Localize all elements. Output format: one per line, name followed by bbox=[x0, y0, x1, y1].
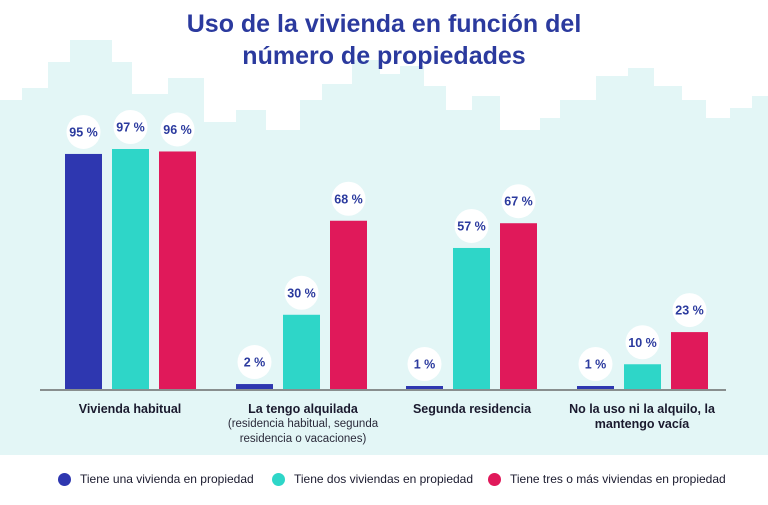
value-label-bubble bbox=[454, 208, 489, 243]
legend-swatch-series-2 bbox=[272, 472, 285, 486]
bar-series-1-category-3 bbox=[406, 386, 443, 389]
value-label-bubble bbox=[625, 325, 660, 360]
category-label-sub: (residencia habitual, segunda residencia… bbox=[227, 418, 379, 445]
value-label-bubble bbox=[160, 112, 195, 147]
legend-item-series-1: Tiene una vivienda en propiedad bbox=[58, 468, 254, 490]
category-label-2: La tengo alquilada (residencia habitual, … bbox=[208, 402, 398, 447]
value-label: 1 % bbox=[414, 358, 436, 372]
bar-series-1-category-2 bbox=[236, 384, 273, 389]
category-label-4: No la uso ni la alquilo, la mantengo vac… bbox=[567, 402, 717, 432]
value-label: 68 % bbox=[334, 192, 363, 206]
legend-swatch-series-3 bbox=[488, 472, 501, 486]
value-label-bubble bbox=[501, 184, 536, 219]
legend-item-series-2: Tiene dos viviendas en propiedad bbox=[272, 468, 473, 490]
value-label-bubble bbox=[407, 347, 442, 381]
category-label-main: No la uso ni la alquilo, la mantengo vac… bbox=[569, 402, 715, 431]
bar-series-2-category-4 bbox=[624, 364, 661, 389]
value-label: 97 % bbox=[116, 121, 145, 135]
value-label: 30 % bbox=[287, 286, 316, 300]
category-label-main: La tengo alquilada bbox=[248, 402, 358, 416]
chart-title: Uso de la vivienda en función del número… bbox=[0, 8, 768, 72]
value-label: 67 % bbox=[504, 195, 533, 209]
chart-title-line-1: Uso de la vivienda en función del bbox=[186, 10, 582, 38]
legend: Tiene una vivienda en propiedad Tiene do… bbox=[0, 468, 768, 498]
bar-series-1-category-4 bbox=[577, 386, 614, 389]
bar-series-1-category-1 bbox=[65, 153, 102, 389]
value-label: 95 % bbox=[69, 125, 98, 139]
bar-series-2-category-1 bbox=[112, 149, 149, 389]
value-label-bubble bbox=[578, 347, 613, 381]
value-label-bubble bbox=[113, 110, 148, 144]
value-label-bubble bbox=[66, 114, 101, 149]
legend-item-series-3: Tiene tres o más viviendas en propiedad bbox=[488, 468, 726, 490]
bar-series-2-category-2 bbox=[283, 314, 320, 389]
category-label-3: Segunda residencia bbox=[372, 402, 572, 417]
category-label-1: Vivienda habitual bbox=[30, 402, 230, 417]
legend-label-series-1: Tiene una vivienda en propiedad bbox=[80, 472, 254, 486]
value-label: 10 % bbox=[628, 336, 657, 350]
legend-label-series-2: Tiene dos viviendas en propiedad bbox=[294, 472, 474, 486]
value-label-bubble bbox=[672, 293, 707, 328]
value-label: 1 % bbox=[585, 358, 607, 372]
value-label: 96 % bbox=[163, 123, 192, 137]
legend-label-series-3: Tiene tres o más viviendas en propiedad bbox=[510, 472, 726, 486]
bar-series-3-category-2 bbox=[330, 220, 367, 389]
category-label-main: Segunda residencia bbox=[412, 402, 532, 416]
value-label-bubble bbox=[284, 275, 319, 310]
bar-series-3-category-3 bbox=[500, 223, 537, 389]
value-label: 23 % bbox=[675, 304, 704, 318]
value-label: 57 % bbox=[457, 219, 486, 233]
bar-series-2-category-3 bbox=[453, 247, 490, 389]
value-label-bubble bbox=[331, 181, 366, 216]
value-label-bubble bbox=[237, 345, 272, 380]
bar-series-3-category-4 bbox=[671, 332, 708, 389]
category-label-main: Vivienda habitual bbox=[78, 402, 182, 416]
bar-series-3-category-1 bbox=[159, 151, 196, 389]
value-label: 2 % bbox=[244, 356, 266, 370]
chart-title-line-2: número de propiedades bbox=[242, 42, 526, 70]
legend-swatch-series-1 bbox=[58, 472, 71, 486]
